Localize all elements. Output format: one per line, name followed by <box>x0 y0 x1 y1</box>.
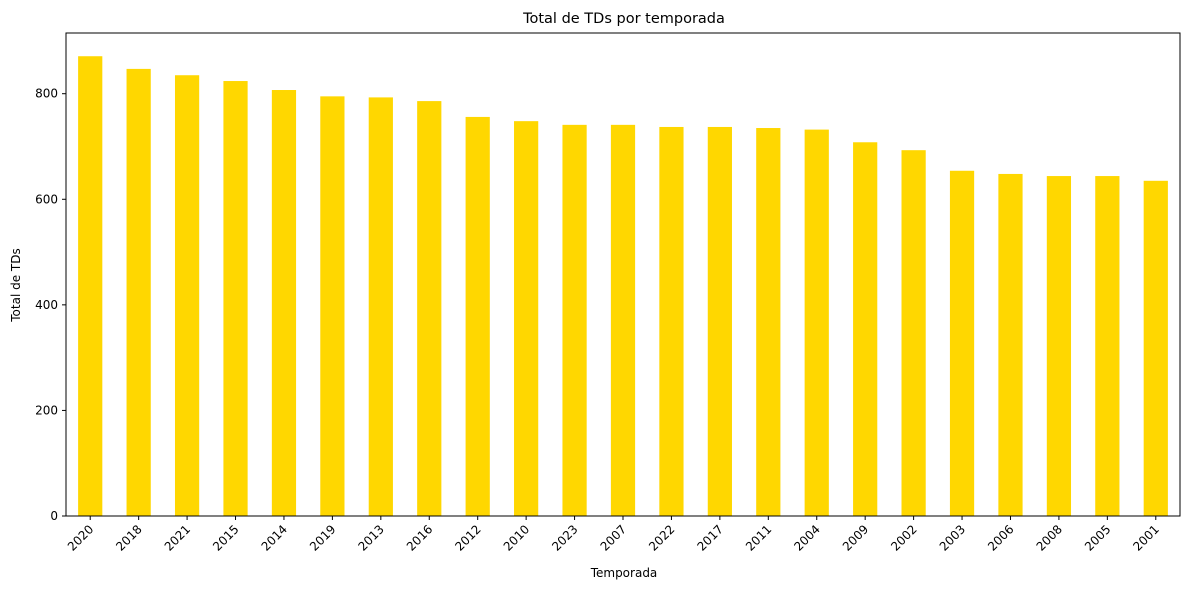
bar-2023 <box>562 124 587 516</box>
y-tick-label: 600 <box>35 192 58 206</box>
bar-2022 <box>659 126 684 516</box>
x-tick-label: 2020 <box>65 522 96 553</box>
x-tick-label: 2004 <box>791 522 822 553</box>
bar-2021 <box>174 75 200 517</box>
x-tick-label: 2013 <box>355 522 386 553</box>
bar-2018 <box>126 68 151 516</box>
x-tick-label: 2008 <box>1034 522 1065 553</box>
x-tick-label: 2003 <box>937 522 968 553</box>
bar-2016 <box>417 101 442 516</box>
bar-2017 <box>707 126 732 516</box>
bar-2006 <box>998 173 1023 516</box>
bar-2003 <box>949 170 975 516</box>
bar-2013 <box>368 97 393 517</box>
x-tick-label: 2017 <box>694 522 725 553</box>
x-tick-label: 2022 <box>646 522 677 553</box>
x-tick-label: 2016 <box>404 522 435 553</box>
bar-2011 <box>756 128 781 516</box>
x-tick-label: 2006 <box>985 522 1016 553</box>
x-axis-label: Temporada <box>590 566 658 580</box>
x-tick-label: 2010 <box>501 522 532 553</box>
bar-2005 <box>1095 176 1120 516</box>
x-tick-label: 2007 <box>598 522 629 553</box>
bar-2015 <box>223 81 248 516</box>
y-tick-label: 400 <box>35 298 58 312</box>
y-tick-label: 0 <box>50 509 58 523</box>
plot-area: 0 200 400 600 800 2020 2018 2021 2015 2014 2019 201… <box>35 32 1181 554</box>
x-tick-label: 2023 <box>549 522 580 553</box>
y-tick-label: 200 <box>35 403 58 417</box>
x-tick-label: 2005 <box>1082 522 1113 553</box>
x-tick-label: 2014 <box>259 522 290 553</box>
x-tick-label: 2002 <box>888 522 919 553</box>
x-tick-label: 2011 <box>743 522 774 553</box>
x-tick-label: 2021 <box>162 522 193 553</box>
chart-title: Total de TDs por temporada <box>522 11 725 27</box>
bar-2012 <box>465 116 490 516</box>
bar-2020 <box>78 56 103 517</box>
x-tick-label: 2012 <box>452 522 483 553</box>
x-tick-label: 2019 <box>307 522 338 553</box>
bar-2009 <box>853 142 878 516</box>
bar-2001 <box>1143 180 1168 516</box>
y-tick-label: 800 <box>35 87 58 101</box>
bar-2008 <box>1046 176 1072 516</box>
x-tick-label: 2001 <box>1130 522 1161 553</box>
bar-2007 <box>610 124 636 516</box>
y-axis-label: Total de TDs <box>9 248 23 322</box>
bar-2004 <box>804 129 829 516</box>
bar-2010 <box>514 121 539 516</box>
bar-2014 <box>271 90 297 517</box>
x-tick-label: 2015 <box>210 522 241 553</box>
x-tick-label: 2009 <box>840 522 871 553</box>
bar-2002 <box>901 150 926 516</box>
x-tick-label: 2018 <box>113 522 144 553</box>
bar-2019 <box>320 96 345 516</box>
